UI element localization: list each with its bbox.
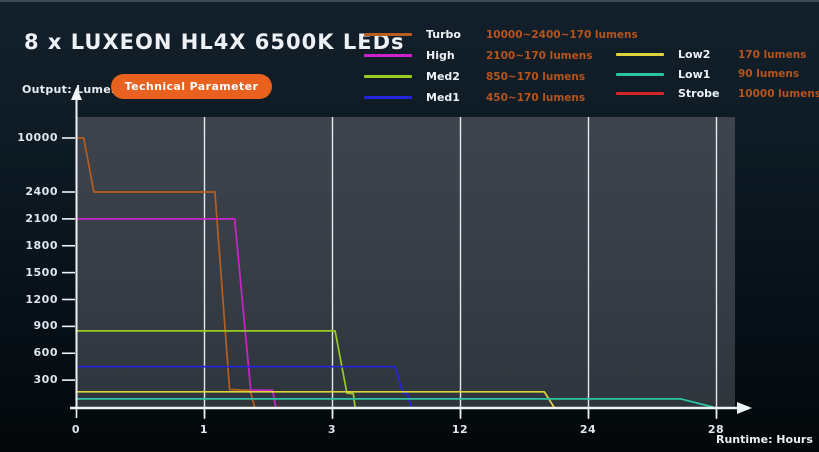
x-tick-label: 12 [451,423,469,436]
y-tick-label: 1800 [25,238,58,252]
y-tick-label: 10000 [17,131,58,144]
legend-mode-name: Med2 [426,70,460,83]
legend-item-low2: Low2 170 lumens [616,45,819,65]
legend-item-med2: Med2 850~170 lumens [364,66,638,87]
technical-parameter-button[interactable]: Technical Parameter [111,74,272,99]
y-tick-label: 2100 [25,211,58,225]
legend-mode-name: Turbo [426,28,461,41]
legend-color-line-icon [364,75,412,78]
legend-color-line-icon [364,33,412,36]
legend-lumens-value: 10000~2400~170 lumens [486,28,638,41]
x-axis-title: Runtime: Hours [716,433,813,446]
series-line-low2 [75,390,555,408]
y-tick-label: 1500 [25,265,58,279]
legend-color-line-icon [364,96,412,99]
legend-item-strobe: Strobe 10000 lumens [616,84,819,104]
legend-mode-name: Low2 [678,48,711,62]
page-title: 8 x LUXEON HL4X 6500K LEDs [24,30,405,54]
y-tick-label: 300 [33,373,58,387]
legend-mode-name: Strobe [678,87,720,101]
legend-mode-name: Med1 [426,91,460,104]
x-tick-label: 3 [327,423,337,436]
y-tick-label: 2400 [25,185,58,198]
series-line-med2 [75,330,356,408]
y-tick-label: 600 [33,346,58,360]
x-tick-label: 1 [199,423,209,436]
legend-mode-name: Low1 [678,67,711,81]
legend-color-line-icon [616,92,664,96]
legend-lumens-value: 10000 lumens [738,87,819,100]
series-line-high [75,218,277,408]
legend-column-1: Turbo 10000~2400~170 lumens High 2100~170 l… [364,24,638,108]
legend-item-turbo: Turbo 10000~2400~170 lumens [364,24,638,45]
legend-item-med1: Med1 450~170 lumens [364,87,638,108]
top-edge-divider [0,0,819,2]
legend-color-line-icon [616,53,664,57]
plot-area [77,117,735,408]
legend-item-high: High 2100~170 lumens [364,45,638,66]
y-axis-title: Output: Lumens [22,83,126,96]
legend-lumens-value: 170 lumens [738,48,807,61]
legend-lumens-value: 850~170 lumens [486,70,586,83]
y-axis-arrow-icon [71,87,82,100]
legend-color-line-icon [364,54,412,57]
legend-lumens-value: 450~170 lumens [486,91,586,104]
x-axis-arrow-icon [737,402,752,414]
x-tick-label: 28 [707,423,725,436]
x-tick-label: 0 [71,423,81,436]
y-tick-label: 900 [33,319,58,333]
series-line-low1 [75,398,714,408]
legend-lumens-value: 2100~170 lumens [486,49,593,62]
legend-item-low1: Low1 90 lumens [616,65,819,85]
legend-column-2: Low2 170 lumens Low1 90 lumens Strobe 10000 l… [616,45,819,104]
series-line-med1 [75,365,412,408]
legend-lumens-value: 90 lumens [738,68,800,81]
y-tick-label: 1200 [25,292,58,306]
legend-color-line-icon [616,72,664,76]
legend-mode-name: High [426,49,455,62]
x-tick-label: 24 [579,423,597,436]
